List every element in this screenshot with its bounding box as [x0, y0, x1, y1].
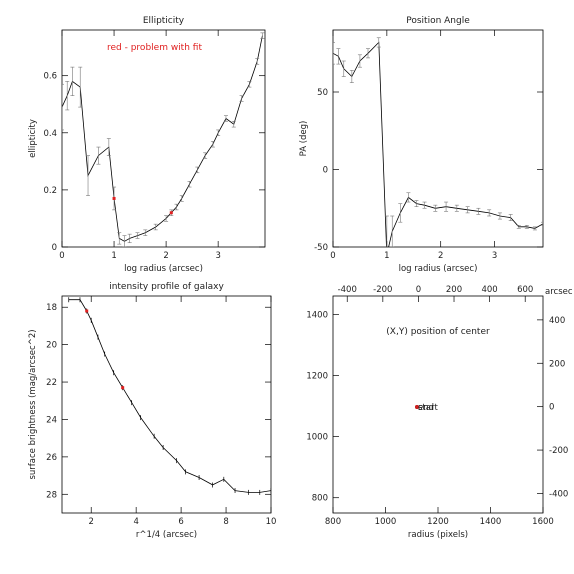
flagged-point	[169, 211, 173, 215]
y-tick-label: 18	[46, 303, 57, 313]
right-y-tick-label: 200	[549, 359, 565, 369]
y-tick-label: 22	[46, 378, 57, 388]
x-axis-label: log radius (arcsec)	[124, 264, 203, 274]
chart-title: Ellipticity	[143, 16, 185, 26]
y-axis-label: surface brightness (mag/arcsec^2)	[28, 329, 38, 479]
x-tick-label: 0	[330, 251, 335, 261]
y-tick-label: 1200	[306, 371, 328, 381]
flagged-point	[121, 386, 125, 390]
y-tick-label: 20	[46, 341, 57, 351]
center-point-label: start	[418, 403, 438, 413]
x-tick-label: 1600	[532, 517, 554, 527]
plot-area	[62, 32, 265, 247]
y-tick-label: 0.6	[43, 72, 57, 82]
y-axis-label: PA (deg)	[299, 121, 309, 157]
x-tick-label: 0	[59, 251, 64, 261]
x-tick-label: 1	[384, 251, 389, 261]
flagged-point	[112, 196, 116, 200]
y-tick-label: 0	[323, 166, 328, 176]
y-tick-label: -50	[314, 243, 328, 253]
x-tick-label: 1400	[480, 517, 502, 527]
top-x-tick-label: 200	[446, 285, 462, 295]
y-tick-label: 800	[312, 494, 328, 504]
plot-area	[68, 297, 271, 495]
y-tick-label: 0	[52, 243, 57, 253]
x-tick-label: 800	[325, 517, 341, 527]
y-tick-label: 0.4	[43, 129, 57, 139]
fit-problem-note: red - problem with fit	[107, 43, 202, 53]
x-tick-label: 2	[89, 517, 94, 527]
y-tick-label: 24	[46, 415, 57, 425]
top-x-tick-label: 0	[416, 285, 421, 295]
series-line	[68, 299, 271, 493]
x-tick-label: 1	[111, 251, 116, 261]
center-marker	[415, 404, 419, 409]
chart-panel-0: 0 1 2 3 0 0.2 0.4 0.6 Ellipticity log radius (arc…	[28, 16, 266, 274]
top-x-tick-label: -400	[338, 285, 357, 295]
right-y-tick-label: -200	[549, 446, 568, 456]
right-y-tick-label: -400	[549, 489, 568, 499]
x-tick-label: 1200	[427, 517, 449, 527]
series-line	[62, 35, 263, 242]
x-tick-label: 10	[266, 517, 277, 527]
x-tick-label: 2	[438, 251, 443, 261]
y-tick-label: 1000	[306, 433, 328, 443]
x-tick-label: 3	[215, 251, 220, 261]
y-tick-label: 50	[317, 88, 328, 98]
top-axis-unit-label: arcsec	[545, 287, 573, 297]
y-tick-label: 1400	[306, 310, 328, 320]
top-x-tick-label: -200	[373, 285, 392, 295]
plot-frame	[61, 295, 272, 514]
x-axis-label: log radius (arcsec)	[399, 264, 478, 274]
flagged-point	[85, 309, 89, 313]
y-tick-label: 26	[46, 453, 57, 463]
top-x-tick-label: 400	[481, 285, 497, 295]
plot-frame	[332, 29, 544, 248]
x-tick-label: 3	[492, 251, 497, 261]
x-tick-label: 2	[163, 251, 168, 261]
plot-frame	[61, 29, 266, 248]
y-tick-label: 28	[46, 490, 57, 500]
chart-title: Position Angle	[406, 16, 470, 26]
chart-title: intensity profile of galaxy	[109, 282, 224, 292]
series-line	[333, 41, 543, 247]
chart-title: (X,Y) position of center	[386, 327, 490, 337]
y-axis-label: ellipticity	[28, 119, 38, 158]
right-y-tick-label: 400	[549, 316, 565, 326]
y-tick-label: 0.2	[43, 186, 57, 196]
x-tick-label: 1000	[375, 517, 397, 527]
x-tick-label: 6	[178, 517, 183, 527]
x-tick-label: 8	[223, 517, 228, 527]
top-x-tick-label: 600	[517, 285, 533, 295]
x-tick-label: 4	[133, 517, 138, 527]
plot-area	[333, 37, 543, 247]
x-axis-label: r^1/4 (arcsec)	[136, 530, 197, 540]
center-point-label: end	[418, 403, 434, 413]
chart-panel-3: 800 1000 1200 1400 1600 800 1000 1200 1400 (X,Y) …	[306, 285, 572, 540]
right-y-tick-label: 0	[549, 403, 554, 413]
x-axis-label: radius (pixels)	[408, 530, 468, 540]
